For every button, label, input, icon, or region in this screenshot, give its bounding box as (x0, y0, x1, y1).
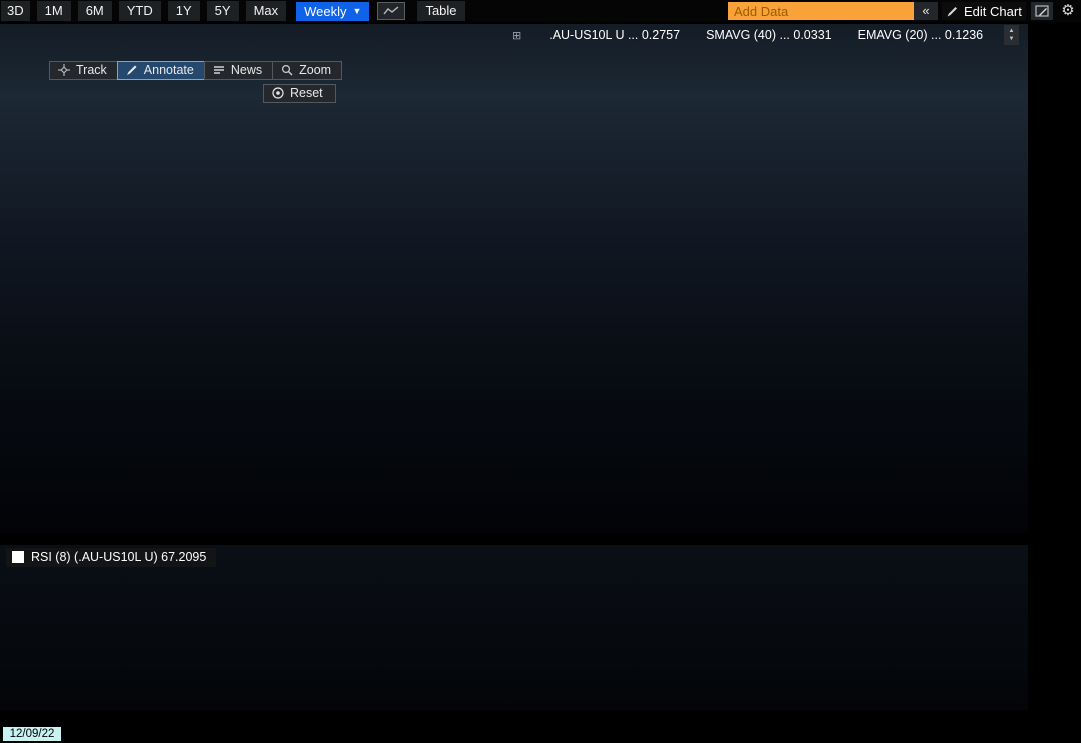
legend-scroll-spinner[interactable]: ▲ ▼ (1004, 25, 1019, 45)
reset-button[interactable]: Reset (263, 84, 336, 103)
legend-item-price[interactable]: .AU-US10L U ... 0.2757 (533, 28, 680, 42)
add-data-input[interactable] (728, 2, 916, 20)
magnifier-icon (282, 64, 293, 76)
collapse-button[interactable]: « (914, 2, 938, 20)
tab-6m[interactable]: 6M (77, 1, 112, 21)
pencil-icon (126, 65, 137, 75)
main-plot-background (0, 24, 1028, 533)
chart-legend: ⊞ .AU-US10L U ... 0.2757 SMAVG (40) ... … (512, 25, 983, 45)
crosshair-icon (58, 64, 70, 76)
emavg-series-swatch (842, 30, 853, 41)
track-label: Track (76, 63, 107, 77)
chart-tool-row: Track Annotate News Zoom (49, 61, 343, 80)
chart-settings-icon-button[interactable] (1031, 2, 1053, 20)
rsi-legend[interactable]: RSI (8) (.AU-US10L U) 67.2095 (6, 548, 217, 567)
track-button[interactable]: Track (49, 61, 118, 80)
smavg-series-label: SMAVG (40) ... 0.0331 (706, 28, 832, 42)
interval-label: Weekly (304, 3, 347, 19)
news-lines-icon (213, 65, 224, 74)
spinner-up-icon: ▲ (1008, 28, 1015, 34)
price-series-label: .AU-US10L U ... 0.2757 (549, 28, 681, 42)
annotate-label: Annotate (143, 63, 194, 77)
emavg-series-label: EMAVG (20) ... 0.1236 (857, 28, 984, 42)
gear-icon[interactable]: ⚙ (1061, 2, 1075, 19)
zoom-button[interactable]: Zoom (272, 61, 343, 80)
price-series-swatch (533, 30, 544, 41)
tab-1y[interactable]: 1Y (167, 1, 200, 21)
tab-1m[interactable]: 1M (36, 1, 71, 21)
reset-target-icon (272, 87, 284, 99)
smavg-series-swatch (690, 30, 701, 41)
chart-edit-icon (1035, 5, 1049, 17)
news-label: News (230, 63, 263, 77)
news-button[interactable]: News (203, 61, 274, 80)
annotate-button[interactable]: Annotate (116, 61, 205, 80)
line-chart-icon-button[interactable] (377, 2, 406, 20)
tab-ytd[interactable]: YTD (118, 1, 161, 21)
pencil-icon (947, 6, 957, 16)
legend-item-smavg[interactable]: SMAVG (40) ... 0.0331 (690, 28, 832, 42)
rsi-legend-label: RSI (8) (.AU-US10L U) 67.2095 (31, 550, 207, 564)
edit-chart-label: Edit Chart (964, 3, 1022, 19)
reset-label: Reset (290, 86, 323, 100)
edit-chart-button[interactable]: Edit Chart (942, 2, 1026, 20)
table-button[interactable]: Table (417, 1, 465, 21)
spinner-down-icon: ▼ (1008, 36, 1015, 42)
chevron-down-icon: ▼ (352, 6, 362, 16)
zoom-label: Zoom (299, 63, 332, 77)
start-date-badge: 12/09/22 (3, 727, 61, 741)
top-toolbar: 3D 1M 6M YTD 1Y 5Y Max Weekly ▼ Table « … (0, 0, 1081, 22)
tab-5y[interactable]: 5Y (206, 1, 239, 21)
tab-3d[interactable]: 3D (1, 1, 30, 21)
legend-drag-icon[interactable]: ⊞ (512, 29, 522, 42)
legend-item-emavg[interactable]: EMAVG (20) ... 0.1236 (842, 28, 984, 42)
line-chart-icon (383, 6, 399, 15)
tab-max[interactable]: Max (245, 1, 287, 21)
rsi-plot-background (0, 545, 1028, 710)
rsi-series-swatch (12, 551, 24, 563)
interval-dropdown[interactable]: Weekly ▼ (296, 1, 370, 21)
